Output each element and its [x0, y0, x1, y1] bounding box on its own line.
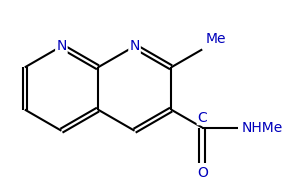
Text: O: O [197, 166, 208, 180]
Text: C: C [197, 111, 207, 125]
Text: Me: Me [206, 32, 226, 46]
Text: N: N [56, 39, 67, 53]
Text: N: N [129, 39, 140, 53]
Text: NHMe: NHMe [242, 121, 283, 135]
